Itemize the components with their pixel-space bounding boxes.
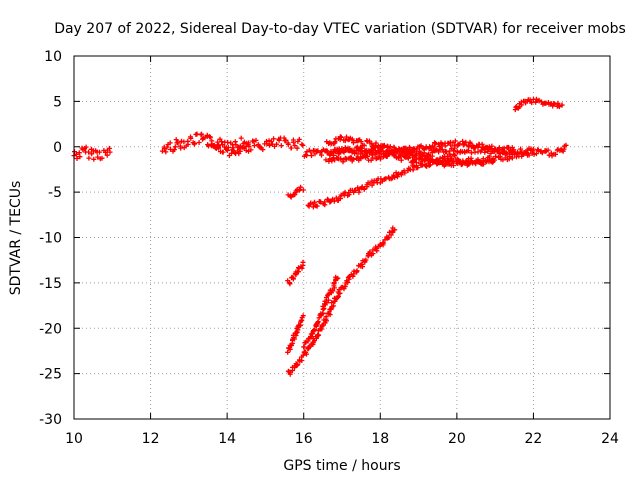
y-tick-label: -30 <box>39 412 62 428</box>
y-tick-labels: 10 5 0 -5 -10 -15 -20 -25 -30 <box>39 49 62 428</box>
series-points <box>285 184 306 200</box>
x-tick-label: 14 <box>218 431 236 447</box>
x-tick-label: 10 <box>65 431 83 447</box>
y-tick-label: -20 <box>39 321 62 337</box>
axis-ticks <box>73 55 611 420</box>
x-axis-label: GPS time / hours <box>283 458 400 474</box>
x-tick-label: 24 <box>601 431 619 447</box>
y-tick-label: -25 <box>39 367 62 383</box>
series-arc-2 <box>159 131 306 155</box>
series-arc-11 <box>285 313 306 355</box>
series-points <box>301 274 341 350</box>
series-arc-8 <box>512 96 565 113</box>
x-tick-labels: 10 12 14 16 18 20 22 24 <box>65 431 619 447</box>
series-arc-12 <box>285 225 398 377</box>
y-tick-label: -10 <box>39 231 62 247</box>
series-arc-2b <box>205 141 251 158</box>
y-tick-label: 5 <box>53 94 62 110</box>
series-arc-10 <box>285 259 306 287</box>
series-points <box>512 96 565 113</box>
series-points <box>323 138 535 165</box>
y-tick-label: 10 <box>44 49 62 65</box>
series-points <box>285 259 306 287</box>
data-series <box>71 96 569 377</box>
y-tick-label: -15 <box>39 276 62 292</box>
x-tick-label: 22 <box>525 431 543 447</box>
series-points <box>305 151 458 210</box>
y-tick-label: 0 <box>53 140 62 156</box>
series-points <box>285 225 398 377</box>
grid <box>74 56 610 419</box>
series-arc-6 <box>323 138 535 165</box>
x-tick-label: 18 <box>371 431 389 447</box>
series-arc-7 <box>305 151 458 210</box>
series-points <box>285 313 306 355</box>
y-axis-label: SDTVAR / TECUs <box>8 181 24 296</box>
series-arc-9 <box>285 184 306 200</box>
x-tick-label: 16 <box>295 431 313 447</box>
x-tick-label: 20 <box>448 431 466 447</box>
chart-title: Day 207 of 2022, Sidereal Day-to-day VTE… <box>54 21 626 37</box>
x-tick-label: 12 <box>142 431 160 447</box>
y-tick-label: -5 <box>48 185 62 201</box>
series-points <box>205 141 251 158</box>
series-arc-13 <box>301 274 341 350</box>
series-points <box>159 131 306 155</box>
